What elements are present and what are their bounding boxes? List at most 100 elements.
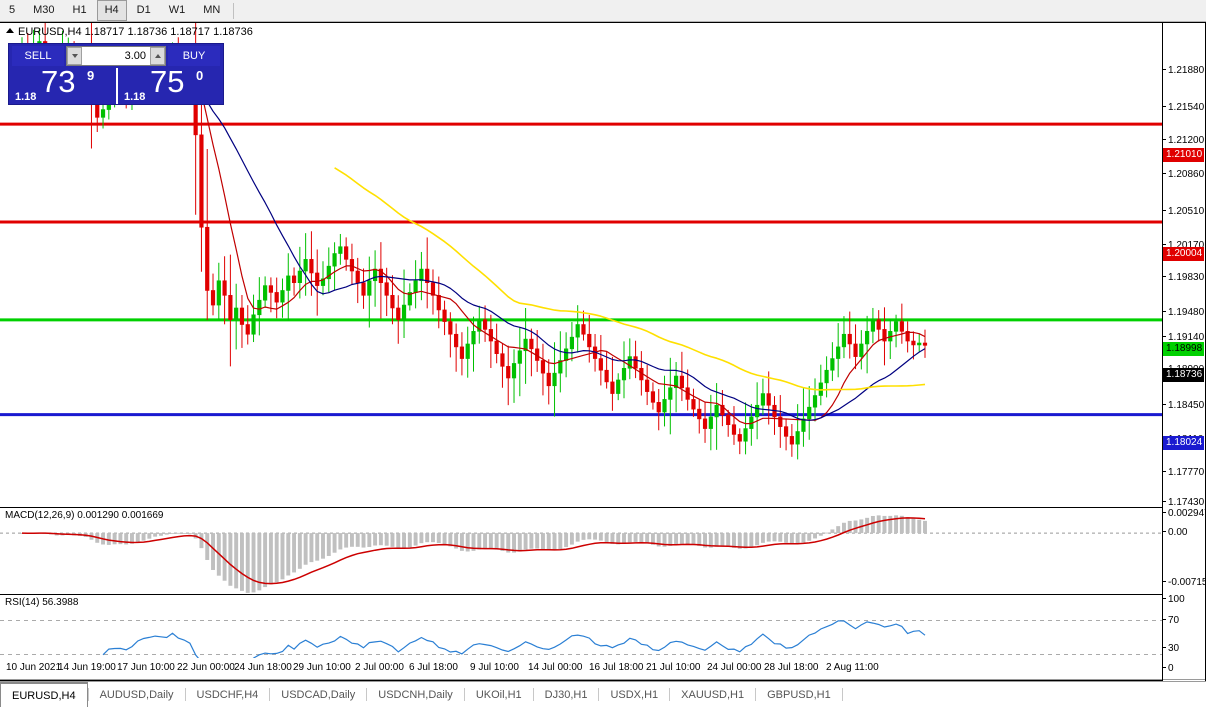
price-tick: 1.18450 xyxy=(1163,401,1204,411)
buy-button[interactable]: BUY xyxy=(168,46,220,66)
symbol-tab-usdcnh[interactable]: USDCNH,Daily xyxy=(378,688,453,701)
volume-decrement-button[interactable] xyxy=(67,47,82,65)
macd-tick: 0.002947 xyxy=(1163,509,1206,519)
symbol-tab-gbpusd[interactable]: GBPUSD,H1 xyxy=(767,688,831,701)
time-tick: 14 Jun 19:00 xyxy=(58,662,116,673)
price-tick: 1.17430 xyxy=(1163,498,1204,508)
rsi-tick: 100 xyxy=(1163,595,1185,605)
time-tick: 28 Jul 18:00 xyxy=(764,662,819,673)
price-tick: 1.19830 xyxy=(1163,273,1204,283)
one-click-trading-panel[interactable]: SELL 3.00 BUY 1.18 73 9 xyxy=(8,43,224,105)
time-tick: 24 Jun 18:00 xyxy=(234,662,292,673)
timeframe-button-d1[interactable]: D1 xyxy=(136,4,151,16)
macd-pane[interactable]: MACD(12,26,9) 0.001290 0.001669 xyxy=(0,507,1162,595)
symbol-tab-usdx[interactable]: USDX,H1 xyxy=(610,688,659,701)
macd-histogram xyxy=(20,515,927,593)
time-tick: 29 Jun 10:00 xyxy=(293,662,351,673)
moving-average-slow xyxy=(334,167,926,391)
tab-separator xyxy=(532,688,534,701)
collapse-arrow-icon[interactable] xyxy=(6,28,14,33)
toolbar-separator xyxy=(233,2,235,19)
tab-separator xyxy=(269,688,271,701)
timeframe-toolbar: 5 M30 H1 H4 D1 W1 MN xyxy=(0,0,1206,22)
symbol-tab-xauusd[interactable]: XAUUSD,H1 xyxy=(681,688,745,701)
chevron-up-icon xyxy=(154,54,161,58)
buy-price-display[interactable]: 1.18 75 0 xyxy=(116,64,223,104)
price-tick: 1.21200 xyxy=(1163,136,1204,146)
moving-average-mid xyxy=(137,74,926,421)
rsi-tick: 30 xyxy=(1163,644,1179,654)
price-level-tag-blue[interactable]: 1.18024 xyxy=(1163,436,1205,450)
time-tick: 6 Jul 18:00 xyxy=(409,662,458,673)
symbol-tab-audusd[interactable]: AUDUSD,Daily xyxy=(99,688,174,701)
time-tick: 14 Jul 00:00 xyxy=(528,662,583,673)
price-level-tag-black[interactable]: 1.18736 xyxy=(1163,368,1205,382)
price-level-tag-green[interactable]: 1.18998 xyxy=(1163,342,1205,356)
price-axis[interactable]: 1.21880 1.21540 1.21200 1.20860 1.20510 1.201… xyxy=(1163,23,1206,508)
symbol-tab-usdchf[interactable]: USDCHF,H4 xyxy=(196,688,259,701)
price-tick: 1.17770 xyxy=(1163,468,1204,478)
sell-price-base: 1.18 xyxy=(15,91,37,103)
tab-separator xyxy=(463,688,465,701)
volume-value[interactable]: 3.00 xyxy=(124,50,146,62)
sell-price-big: 73 xyxy=(41,64,76,99)
chevron-down-icon xyxy=(71,54,78,58)
scale-divider xyxy=(1162,23,1163,681)
price-chart-svg xyxy=(0,23,1162,460)
macd-signal-line xyxy=(21,517,926,585)
volume-increment-button[interactable] xyxy=(150,47,165,65)
symbol-tab-bar: EURUSD,H4 AUDUSD,Daily USDCHF,H4 USDCAD,Dai… xyxy=(0,681,1206,707)
tab-separator xyxy=(87,688,89,701)
time-tick: 21 Jul 10:00 xyxy=(646,662,701,673)
macd-chart-svg xyxy=(0,515,1162,593)
macd-label: MACD(12,26,9) 0.001290 0.001669 xyxy=(5,510,164,521)
price-pane[interactable] xyxy=(0,23,1162,485)
time-tick: 16 Jul 18:00 xyxy=(589,662,644,673)
price-tick: 1.20510 xyxy=(1163,207,1204,217)
tab-separator xyxy=(184,688,186,701)
timeframe-button-w1[interactable]: W1 xyxy=(168,4,186,16)
sell-price-fraction: 9 xyxy=(87,68,95,83)
macd-tick: -0.007152 xyxy=(1163,578,1206,588)
moving-average-fast xyxy=(68,54,926,425)
symbol-tab-eurusd[interactable]: EURUSD,H4 xyxy=(0,682,88,707)
tab-separator xyxy=(366,688,368,701)
symbol-ohlc-header: EURUSD,H4 1.18717 1.18736 1.18717 1.1873… xyxy=(6,26,253,38)
sell-price-display[interactable]: 1.18 73 9 xyxy=(9,64,116,104)
time-axis[interactable]: 10 Jun 2021 14 Jun 19:00 17 Jun 10:00 22 Ju… xyxy=(0,658,1206,680)
symbol-tab-dj30[interactable]: DJ30,H1 xyxy=(544,688,588,701)
price-tick: 1.19140 xyxy=(1163,333,1204,343)
price-tick: 1.20860 xyxy=(1163,170,1204,180)
timeframe-button-m30[interactable]: M30 xyxy=(33,4,55,16)
symbol-tab-usdcad[interactable]: USDCAD,Daily xyxy=(281,688,356,701)
trade-panel-quotes: 1.18 73 9 1.18 75 0 xyxy=(9,64,223,104)
volume-input[interactable]: 3.00 xyxy=(66,46,166,66)
tab-separator xyxy=(598,688,600,701)
tab-separator xyxy=(669,688,671,701)
time-tick: 22 Jun 00:00 xyxy=(177,662,235,673)
timeframe-button-5[interactable]: 5 xyxy=(9,4,16,16)
price-level-tag-red[interactable]: 1.21010 xyxy=(1163,148,1205,162)
symbol-tab-ukoil[interactable]: UKOil,H1 xyxy=(475,688,522,701)
rsi-axis: 100 70 30 0 xyxy=(1163,595,1206,681)
timeframe-button-h4[interactable]: H4 xyxy=(96,0,127,21)
sell-button[interactable]: SELL xyxy=(12,46,64,66)
time-tick: 2 Aug 11:00 xyxy=(826,662,879,673)
buy-price-fraction: 0 xyxy=(196,68,204,83)
symbol-ohlc-text: EURUSD,H4 1.18717 1.18736 1.18717 1.1873… xyxy=(18,26,253,38)
time-tick: 24 Jul 00:00 xyxy=(707,662,762,673)
time-tick: 2 Jul 00:00 xyxy=(355,662,404,673)
chart-frame: EURUSD,H4 1.18717 1.18736 1.18717 1.1873… xyxy=(0,22,1206,681)
rsi-label: RSI(14) 56.3988 xyxy=(5,597,79,608)
time-tick: 17 Jun 10:00 xyxy=(117,662,175,673)
timeframe-button-mn[interactable]: MN xyxy=(203,4,221,16)
rsi-tick: 70 xyxy=(1163,616,1179,626)
price-level-tag-red[interactable]: 1.20004 xyxy=(1163,247,1205,261)
price-tick: 1.21880 xyxy=(1163,66,1204,76)
timeframe-button-h1[interactable]: H1 xyxy=(72,4,87,16)
time-tick: 9 Jul 10:00 xyxy=(470,662,519,673)
buy-price-big: 75 xyxy=(150,64,185,99)
price-tick: 1.21540 xyxy=(1163,103,1204,113)
trade-panel-top-row: SELL 3.00 BUY xyxy=(9,44,223,68)
